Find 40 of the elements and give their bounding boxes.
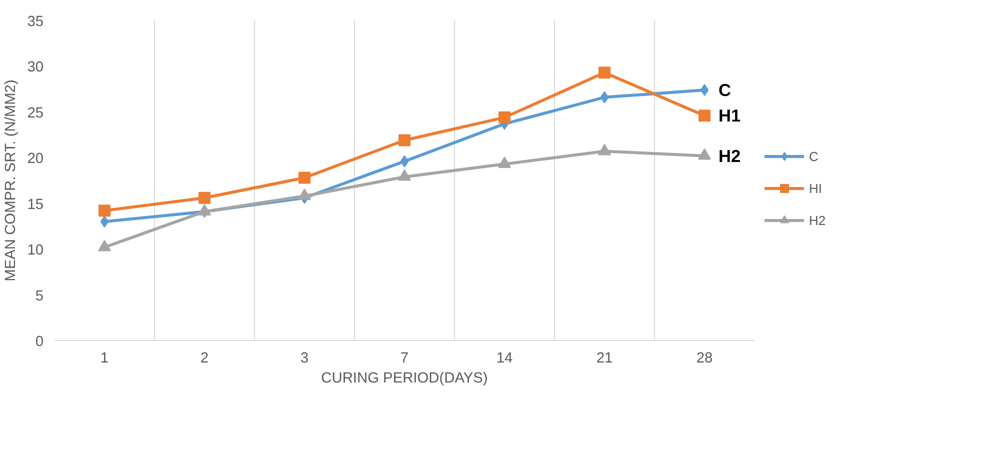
- y-tick-label: 5: [35, 288, 44, 304]
- legend-label: HI: [809, 180, 823, 196]
- x-tick-label: 7: [400, 350, 409, 366]
- y-tick-label: 35: [27, 14, 44, 30]
- x-tick-label: 1: [100, 350, 109, 366]
- legend-label: C: [809, 148, 820, 164]
- y-tick-label: 15: [27, 196, 44, 213]
- point: [498, 111, 510, 124]
- point: [698, 110, 710, 122]
- point: [600, 91, 609, 104]
- y-tick-label: 20: [27, 151, 44, 168]
- y-axis-title: MEAN COMPR. SRT. (N/MM2): [3, 80, 20, 282]
- point: [598, 144, 611, 156]
- y-tick-label: 0: [35, 334, 44, 350]
- point: [498, 156, 511, 168]
- x-tick-label: 28: [696, 350, 713, 366]
- point: [698, 148, 711, 160]
- point: [598, 66, 610, 79]
- y-tick-label: 10: [27, 242, 44, 259]
- x-tick-label: 2: [200, 350, 209, 366]
- y-tick-label: 25: [27, 105, 44, 122]
- point: [398, 169, 411, 181]
- point: [100, 216, 109, 228]
- annotation: H1: [718, 106, 742, 126]
- annotation: C: [718, 80, 732, 100]
- annotation: H2: [718, 146, 741, 166]
- point: [298, 172, 310, 184]
- x-tick-label: 21: [596, 350, 613, 366]
- legend-label: H2: [809, 212, 827, 228]
- point: [98, 240, 111, 252]
- point: [298, 188, 311, 200]
- point: [198, 192, 210, 204]
- point: [400, 155, 409, 168]
- x-tick-label: 14: [496, 350, 513, 366]
- x-axis-title: CURING PERIOD(DAYS): [321, 370, 488, 386]
- y-tick-label: 30: [27, 60, 44, 76]
- point: [700, 84, 709, 96]
- point: [98, 204, 110, 217]
- x-tick-label: 3: [300, 350, 309, 366]
- point: [398, 134, 410, 146]
